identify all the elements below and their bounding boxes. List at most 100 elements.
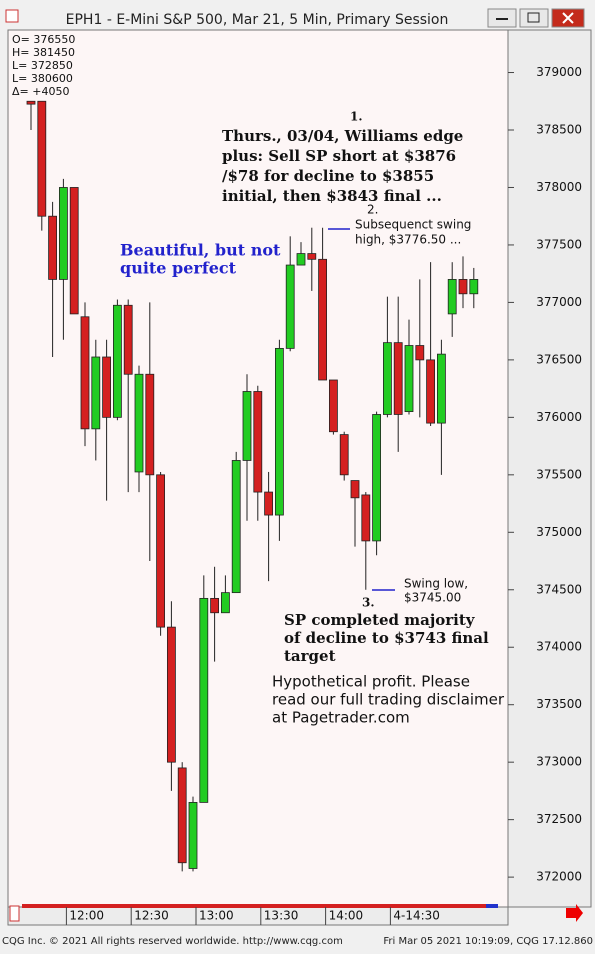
- candle-body: [328, 379, 338, 433]
- candle-body: [382, 342, 392, 415]
- stat-line: H= 381450: [12, 46, 75, 59]
- y-tick-label: 374500: [536, 582, 582, 596]
- candle-body: [296, 253, 306, 266]
- candle-body: [274, 347, 284, 516]
- candle-body: [59, 187, 68, 280]
- y-tick-label: 378500: [536, 122, 582, 136]
- annotation-line: read our full trading disclaimer: [272, 691, 505, 709]
- stat-line: L= 380600: [12, 72, 73, 85]
- candle-body: [80, 316, 90, 430]
- x-tick-label: 12:30: [134, 909, 169, 923]
- annotation-line: Swing low,: [404, 577, 468, 591]
- annotation-line: 3.: [362, 596, 375, 610]
- candle-body: [393, 342, 403, 415]
- candle-body: [458, 279, 468, 295]
- session-bar: [22, 904, 492, 908]
- candle-body: [361, 494, 371, 542]
- price-axis: [507, 29, 592, 908]
- annotation-line: $3745.00: [404, 591, 461, 605]
- stat-line: Δ= +4050: [12, 85, 69, 98]
- annotation-line: Beautiful, but not: [120, 241, 281, 260]
- candle-body: [285, 264, 295, 349]
- y-tick-label: 375500: [536, 467, 582, 481]
- x-tick-label: 4-14:30: [393, 909, 440, 923]
- annotation-line: Subsequenct swing: [355, 218, 471, 232]
- candle-body: [404, 345, 414, 413]
- annotation-line: high, $3776.50 ...: [355, 233, 461, 247]
- candle-body: [307, 253, 317, 260]
- y-tick-label: 376000: [536, 410, 582, 424]
- annotation-line: of decline to $3743 final: [284, 629, 489, 647]
- x-tick-label: 13:00: [199, 909, 234, 923]
- y-tick-label: 373500: [536, 697, 582, 711]
- candle-body: [231, 460, 241, 594]
- annotation-line: at Pagetrader.com: [272, 709, 410, 727]
- y-tick-label: 373000: [536, 755, 582, 769]
- stat-line: O= 376550: [12, 33, 75, 46]
- candle-body: [166, 626, 176, 763]
- y-tick-label: 378000: [536, 180, 582, 194]
- footer-right: Fri Mar 05 2021 10:19:09, CQG 17.12.860: [383, 936, 593, 947]
- x-tick-label: 13:30: [264, 909, 299, 923]
- candle-body: [426, 359, 436, 424]
- y-tick-label: 372500: [536, 812, 582, 826]
- annotation-line: 2.: [367, 203, 378, 217]
- close-icon: [562, 12, 574, 24]
- candle-body: [253, 391, 263, 493]
- candle-body: [199, 597, 209, 803]
- annotation-line: 1.: [350, 110, 363, 124]
- window-title: EPH1 - E-Mini S&P 500, Mar 21, 5 Min, Pr…: [66, 12, 449, 28]
- stat-line: L= 372850: [12, 59, 73, 72]
- candle-body: [447, 279, 457, 315]
- candle-body: [372, 414, 382, 542]
- session-bar-end: [486, 904, 498, 908]
- annotation-line: plus: Sell SP short at $3876: [222, 147, 456, 165]
- candle-body: [210, 597, 220, 614]
- annotation-line: quite perfect: [120, 259, 237, 278]
- candle-body: [415, 345, 425, 361]
- candle-body: [242, 391, 252, 461]
- candle-body: [48, 215, 57, 280]
- y-tick-label: 376500: [536, 352, 582, 366]
- candle-body: [145, 373, 155, 476]
- annotation-line: Thurs., 03/04, Williams edge: [222, 127, 463, 145]
- annotation-line: initial, then $3843 final ...: [222, 187, 442, 205]
- footer-left: CQG Inc. © 2021 All rights reserved worl…: [2, 936, 343, 947]
- candle-body: [350, 480, 360, 499]
- candle-body: [318, 258, 328, 381]
- x-tick-label: 12:00: [69, 909, 104, 923]
- candle-body: [123, 304, 133, 375]
- candle-body: [177, 767, 187, 864]
- y-tick-label: 377000: [536, 295, 582, 309]
- y-tick-label: 375000: [536, 525, 582, 539]
- scroll-icon: [9, 905, 20, 922]
- maximize-icon: [527, 12, 540, 23]
- candle-body: [102, 356, 111, 418]
- candle-body: [339, 434, 349, 476]
- candle-body: [113, 304, 122, 418]
- annotation-line: target: [284, 647, 336, 665]
- x-tick-label: 14:00: [329, 909, 364, 923]
- candle-body: [469, 279, 479, 295]
- annotation-line: SP completed majority: [284, 611, 476, 629]
- candle-body: [436, 353, 446, 424]
- candle-body: [220, 592, 230, 614]
- annotation-line: /$78 for decline to $3855: [222, 167, 434, 185]
- y-tick-label: 372000: [536, 870, 582, 884]
- app-icon: [5, 9, 19, 23]
- annotation-line: Hypothetical profit. Please: [272, 673, 470, 691]
- candle-body: [69, 187, 79, 315]
- y-tick-label: 379000: [536, 65, 582, 79]
- scroll-arrow[interactable]: [566, 904, 583, 922]
- candle-body: [156, 474, 166, 628]
- candle-body: [188, 802, 198, 869]
- candle-body: [26, 100, 36, 105]
- candle-body: [37, 100, 47, 217]
- candle-body: [91, 356, 101, 430]
- y-tick-label: 377500: [536, 237, 582, 251]
- candle-body: [134, 373, 144, 473]
- maximize-button[interactable]: [519, 8, 549, 28]
